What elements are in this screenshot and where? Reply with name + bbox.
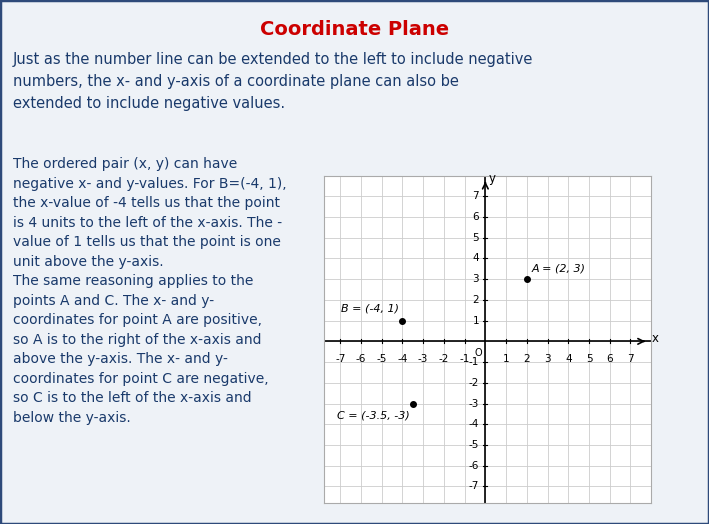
Text: -6: -6 [469, 461, 479, 471]
Text: -7: -7 [335, 354, 345, 364]
Text: -3: -3 [469, 399, 479, 409]
Text: -6: -6 [356, 354, 366, 364]
Text: -4: -4 [469, 419, 479, 429]
Text: 5: 5 [472, 233, 479, 243]
Text: 2: 2 [523, 354, 530, 364]
Text: -3: -3 [418, 354, 428, 364]
Text: 7: 7 [472, 191, 479, 201]
Text: 3: 3 [472, 274, 479, 284]
Text: B = (-4, 1): B = (-4, 1) [341, 303, 399, 313]
Text: 6: 6 [472, 212, 479, 222]
Text: -2: -2 [439, 354, 449, 364]
Text: O: O [474, 348, 482, 358]
Text: Coordinate Plane: Coordinate Plane [260, 20, 449, 39]
Text: -5: -5 [469, 440, 479, 450]
Text: 4: 4 [472, 254, 479, 264]
Text: 2: 2 [472, 295, 479, 305]
Text: Just as the number line can be extended to the left to include negative
numbers,: Just as the number line can be extended … [13, 52, 533, 111]
Text: -1: -1 [469, 357, 479, 367]
Text: -4: -4 [397, 354, 408, 364]
Text: 1: 1 [503, 354, 509, 364]
Text: -5: -5 [376, 354, 387, 364]
Text: 7: 7 [627, 354, 634, 364]
Text: 1: 1 [472, 315, 479, 325]
Text: x: x [651, 332, 658, 345]
Text: 5: 5 [586, 354, 592, 364]
Text: The ordered pair (x, y) can have
negative x- and y-values. For B=(-4, 1),
the x-: The ordered pair (x, y) can have negativ… [13, 157, 286, 424]
Text: y: y [489, 172, 496, 185]
Text: 4: 4 [565, 354, 571, 364]
Text: C = (-3.5, -3): C = (-3.5, -3) [337, 411, 410, 421]
Text: 3: 3 [545, 354, 551, 364]
Text: -7: -7 [469, 482, 479, 492]
Text: A = (2, 3): A = (2, 3) [532, 264, 586, 274]
Text: 6: 6 [606, 354, 613, 364]
Text: -2: -2 [469, 378, 479, 388]
Text: -1: -1 [459, 354, 470, 364]
